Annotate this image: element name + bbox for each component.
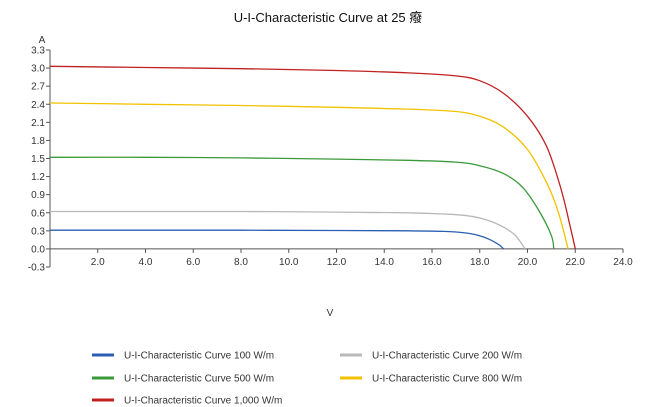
x-tick-label: 8.0 <box>234 257 248 268</box>
x-tick-label: 4.0 <box>139 257 153 268</box>
y-tick-label: 3.3 <box>31 46 45 57</box>
x-tick-label: 2.0 <box>91 257 105 268</box>
y-tick-label: 2.7 <box>31 82 45 93</box>
x-tick-label: 24.0 <box>613 257 633 268</box>
series-line-u-i-characteristic-curve-1-000-w-m <box>49 65 576 250</box>
legend-label: U-I-Characteristic Curve 500 W/m <box>124 374 274 385</box>
x-tick-label: 10.0 <box>279 257 299 268</box>
y-tick-label: -0.3 <box>28 263 46 274</box>
legend-label: U-I-Characteristic Curve 1,000 W/m <box>124 396 282 407</box>
y-tick-label: 3.0 <box>31 64 45 75</box>
x-tick-label: 14.0 <box>375 257 395 268</box>
x-tick-label: 20.0 <box>518 257 538 268</box>
x-tick-label: 18.0 <box>470 257 490 268</box>
x-axis-label: V <box>327 308 334 319</box>
legend: U-I-Characteristic Curve 100 W/m U-I-Char… <box>92 351 522 407</box>
plot-lines <box>49 65 576 250</box>
legend-label: U-I-Characteristic Curve 800 W/m <box>372 374 522 385</box>
y-tick-label: 1.2 <box>31 172 45 183</box>
series-line-u-i-characteristic-curve-200-w-m <box>50 210 526 250</box>
chart-title: U-I-Characteristic Curve at 25 癈 <box>234 10 423 25</box>
y-tick-label: 0.0 <box>31 244 45 255</box>
y-axis-label: A <box>39 35 46 46</box>
y-tick-label: 0.3 <box>31 226 45 237</box>
x-tick-label: 16.0 <box>422 257 442 268</box>
y-tick-label: 2.1 <box>31 118 45 129</box>
x-tick-label: 12.0 <box>327 257 347 268</box>
y-tick-label: 1.5 <box>31 154 45 165</box>
x-tick-label: 6.0 <box>186 257 200 268</box>
y-tick-label: 1.8 <box>31 136 45 147</box>
legend-label: U-I-Characteristic Curve 200 W/m <box>372 351 522 362</box>
series-line-u-i-characteristic-curve-500-w-m <box>49 156 555 250</box>
series-line-u-i-characteristic-curve-800-w-m <box>49 102 569 250</box>
series-line-u-i-characteristic-curve-100-w-m <box>50 229 505 250</box>
y-tick-label: 0.9 <box>31 190 45 201</box>
x-tick-label: 22.0 <box>566 257 586 268</box>
y-tick-label: 2.4 <box>31 100 45 111</box>
axes: 3.3 3.0 2.7 2.4 2.1 1.8 1.5 1.2 0.9 0.6 0.3 0.0 -0.3… <box>28 46 633 274</box>
y-tick-label: 0.6 <box>31 208 45 219</box>
legend-label: U-I-Characteristic Curve 100 W/m <box>124 351 274 362</box>
